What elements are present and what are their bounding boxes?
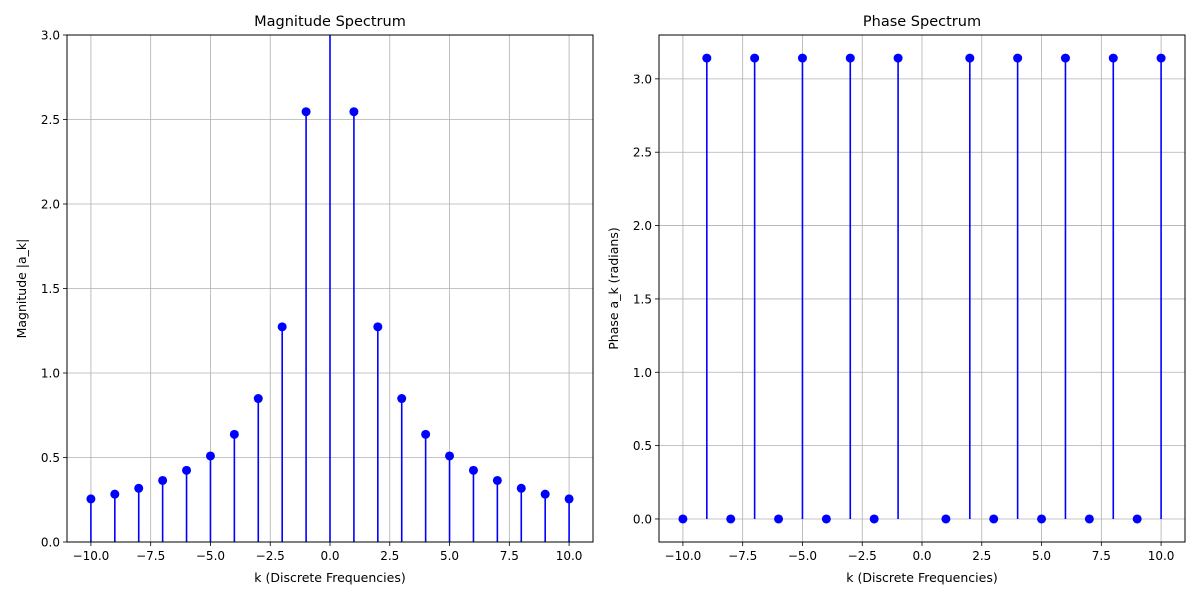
stem-series xyxy=(86,35,574,542)
stem-marker xyxy=(1108,53,1118,63)
stem-marker xyxy=(421,429,431,439)
stem-marker xyxy=(797,53,807,63)
x-tick-label: 5.0 xyxy=(1032,549,1051,563)
axis-ticks: −10.0 −7.5 −5.0 −2.5 0.0 2.5 5.0 7.5 10.0 0.0 0.5 1… xyxy=(633,72,1175,563)
stem-marker xyxy=(1013,53,1023,63)
stem-marker xyxy=(845,53,855,63)
stem-marker xyxy=(989,514,999,524)
stem-marker xyxy=(373,322,383,332)
stem-marker xyxy=(726,514,736,524)
stem-marker xyxy=(678,514,688,524)
stem-marker xyxy=(702,53,712,63)
y-tick-label: 2.5 xyxy=(41,113,60,127)
stem-marker xyxy=(821,514,831,524)
grid-lines xyxy=(659,35,1185,542)
stem-marker xyxy=(182,465,192,475)
x-tick-label: 10.0 xyxy=(556,549,583,563)
stem-series xyxy=(678,53,1166,524)
y-tick-label: 1.5 xyxy=(41,282,60,296)
y-tick-label: 1.5 xyxy=(633,292,652,306)
stem-marker xyxy=(445,451,455,461)
stem-marker xyxy=(229,429,239,439)
stem-marker xyxy=(516,483,526,493)
x-axis-label: k (Discrete Frequencies) xyxy=(254,570,405,585)
stem-marker xyxy=(158,475,168,485)
x-tick-label: −10.0 xyxy=(73,549,110,563)
x-axis-label: k (Discrete Frequencies) xyxy=(846,570,997,585)
stem-marker xyxy=(1156,53,1166,63)
stem-marker xyxy=(893,53,903,63)
x-tick-label: 5.0 xyxy=(440,549,459,563)
y-tick-label: 1.0 xyxy=(633,366,652,380)
x-tick-label: −10.0 xyxy=(665,549,702,563)
stem-marker xyxy=(110,489,120,499)
y-tick-label: 0.5 xyxy=(633,439,652,453)
y-axis-label: Phase a_k (radians) xyxy=(606,227,621,349)
stem-marker xyxy=(1060,53,1070,63)
y-tick-label: 0.0 xyxy=(633,512,652,526)
x-tick-label: 0.0 xyxy=(912,549,931,563)
stem-marker xyxy=(134,483,144,493)
phase-spectrum-chart: −10.0 −7.5 −5.0 −2.5 0.0 2.5 5.0 7.5 10.0 0.0 0.5 1… xyxy=(606,14,1186,585)
x-tick-label: −5.0 xyxy=(788,549,817,563)
stem-marker xyxy=(774,514,784,524)
x-tick-label: 7.5 xyxy=(1092,549,1111,563)
y-tick-label: 2.0 xyxy=(633,219,652,233)
stem-marker xyxy=(750,53,760,63)
x-tick-label: −2.5 xyxy=(256,549,285,563)
x-tick-label: 0.0 xyxy=(320,549,339,563)
chart-title: Magnitude Spectrum xyxy=(254,14,406,30)
y-tick-label: 0.5 xyxy=(41,451,60,465)
stem-marker xyxy=(253,394,263,404)
x-tick-label: 2.5 xyxy=(380,549,399,563)
x-tick-label: 2.5 xyxy=(972,549,991,563)
y-tick-label: 2.0 xyxy=(41,198,60,212)
stem-marker xyxy=(540,489,550,499)
y-axis-label: Magnitude |a_k| xyxy=(14,239,29,339)
y-tick-label: 1.0 xyxy=(41,367,60,381)
stem-marker xyxy=(205,451,215,461)
axis-ticks: −10.0 −7.5 −5.0 −2.5 0.0 2.5 5.0 7.5 10.0 0.0 0.5 1… xyxy=(41,29,583,564)
x-tick-label: 10.0 xyxy=(1148,549,1175,563)
chart-title: Phase Spectrum xyxy=(863,14,981,30)
y-tick-label: 3.0 xyxy=(41,29,60,43)
stem-marker xyxy=(869,514,879,524)
magnitude-spectrum-chart: −10.0 −7.5 −5.0 −2.5 0.0 2.5 5.0 7.5 10.0 0.0 0.5 1… xyxy=(14,14,594,585)
y-tick-label: 0.0 xyxy=(41,536,60,550)
y-tick-label: 3.0 xyxy=(633,72,652,86)
x-tick-label: −7.5 xyxy=(728,549,757,563)
x-tick-label: −7.5 xyxy=(136,549,165,563)
x-tick-label: 7.5 xyxy=(500,549,519,563)
stem-marker xyxy=(1037,514,1047,524)
y-tick-label: 2.5 xyxy=(633,146,652,160)
x-tick-label: −2.5 xyxy=(848,549,877,563)
x-tick-label: −5.0 xyxy=(196,549,225,563)
stem-marker xyxy=(1132,514,1142,524)
stem-marker xyxy=(965,53,975,63)
stem-marker xyxy=(86,494,96,504)
stem-marker xyxy=(397,394,407,404)
stem-marker xyxy=(564,494,574,504)
stem-marker xyxy=(492,475,502,485)
stem-marker xyxy=(301,107,311,117)
stem-marker xyxy=(349,107,359,117)
stem-marker xyxy=(941,514,951,524)
stem-marker xyxy=(468,465,478,475)
stem-marker xyxy=(277,322,287,332)
stem-marker xyxy=(1084,514,1094,524)
